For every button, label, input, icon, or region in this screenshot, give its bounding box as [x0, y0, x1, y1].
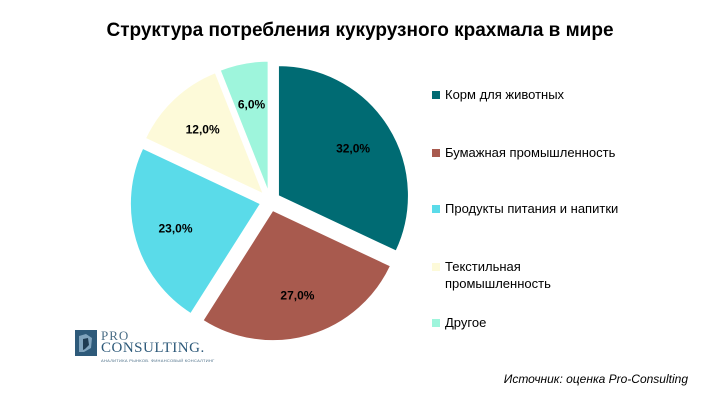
pie-slices — [129, 60, 409, 342]
legend-label: Корм для животных — [445, 87, 565, 102]
source-note: Источник: оценка Pro-Consulting — [503, 372, 688, 386]
pie-data-label: 6,0% — [238, 97, 266, 111]
logo-line-2: CONSULTING. — [101, 340, 205, 356]
legend-swatch — [432, 205, 440, 213]
legend-swatch — [432, 263, 440, 271]
logo-tagline: АНАЛИТИКА РЫНКОВ. ФИНАНСОВЫЙ КОНСАЛТИНГ — [101, 358, 215, 363]
company-logo: PRO CONSULTING. АНАЛИТИКА РЫНКОВ. ФИНАНС… — [75, 328, 215, 366]
legend-item: Текстильная промышленность — [432, 258, 551, 292]
legend-item: Корм для животных — [432, 86, 564, 103]
legend-item: Бумажная промышленность — [432, 144, 615, 161]
pie-slice — [129, 147, 262, 315]
legend-label: Бумажная промышленность — [445, 145, 616, 160]
chart-title: Структура потребления кукурузного крахма… — [106, 20, 614, 41]
pie-data-labels: 32,0% 27,0% 23,0% 12,0% 6,0% — [158, 97, 370, 302]
legend-item: Другое — [432, 314, 486, 331]
legend-item: Продукты питания и напитки — [432, 200, 618, 217]
pie-data-label: 32,0% — [336, 141, 370, 155]
legend-label: Другое — [445, 315, 487, 330]
pie-slice — [219, 60, 269, 192]
legend-swatch — [432, 91, 440, 99]
legend-label: Продукты питания и напитки — [445, 201, 619, 216]
pie-data-label: 23,0% — [158, 221, 192, 235]
pie-slice — [277, 65, 409, 252]
logo-line-1: PRO — [101, 328, 130, 343]
pie-slice — [202, 209, 392, 342]
logo-mark-icon — [75, 330, 97, 356]
legend-swatch — [432, 319, 440, 327]
legend-swatch — [432, 149, 440, 157]
legend-label: Текстильная промышленность — [445, 259, 551, 291]
pie-slice — [144, 72, 265, 195]
pie-data-label: 12,0% — [186, 122, 220, 136]
pie-data-label: 27,0% — [280, 288, 314, 302]
